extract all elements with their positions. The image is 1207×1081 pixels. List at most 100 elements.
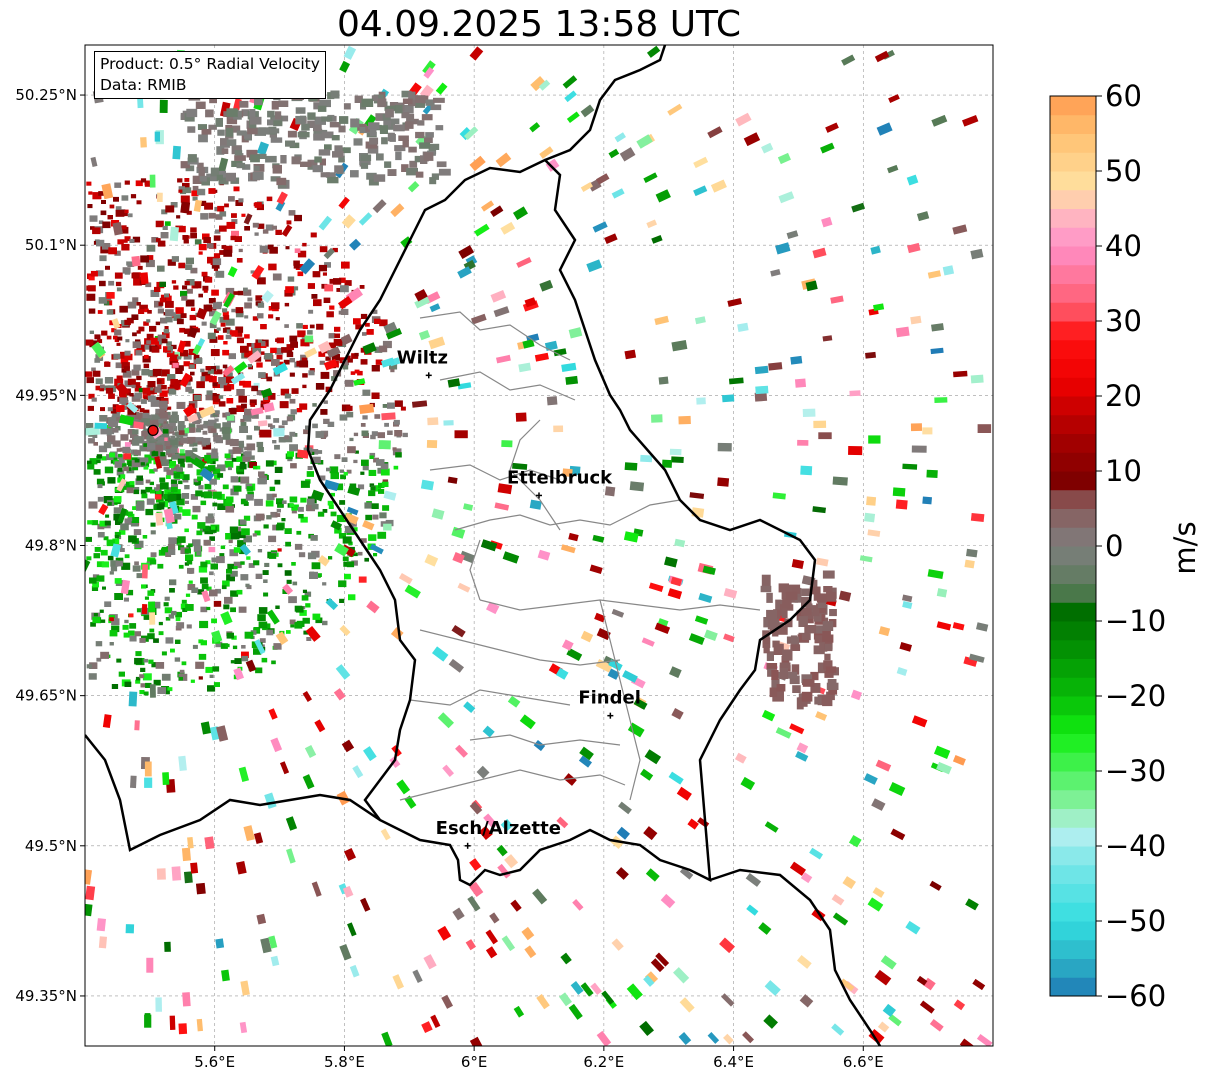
colorbar-label: m/s bbox=[1168, 521, 1202, 574]
city-marker: Findel bbox=[578, 688, 641, 719]
y-tick-label: 50.1°N bbox=[25, 236, 77, 254]
colorbar-segment bbox=[1050, 864, 1096, 884]
colorbar-segment bbox=[1050, 883, 1096, 903]
y-tick-label: 49.65°N bbox=[15, 687, 77, 705]
colorbar-segment bbox=[1050, 789, 1096, 809]
product-info-box: Product: 0.5° Radial Velocity Data: RMIB bbox=[94, 51, 326, 99]
colorbar-segment bbox=[1050, 733, 1096, 753]
colorbar-tick-label: 60 bbox=[1105, 79, 1142, 113]
colorbar-segment bbox=[1050, 902, 1096, 922]
data-source-text: Data: RMIB bbox=[100, 76, 187, 94]
colorbar-segment bbox=[1050, 377, 1096, 397]
colorbar-tick-label: −10 bbox=[1105, 604, 1166, 638]
y-tick-label: 50.25°N bbox=[15, 86, 77, 104]
colorbar-tick-label: −20 bbox=[1105, 679, 1166, 713]
city-marker: Wiltz bbox=[397, 347, 448, 379]
colorbar-segment bbox=[1050, 246, 1096, 266]
city-markers: Wiltz Ettelbruck Findel Esch/Alzette bbox=[397, 347, 641, 849]
country-border-luxembourg bbox=[306, 158, 817, 887]
colorbar-segment bbox=[1050, 489, 1096, 509]
colorbar-tick-label: 20 bbox=[1105, 379, 1142, 413]
x-tick-label: 6.2°E bbox=[583, 1053, 624, 1071]
colorbar-segment bbox=[1050, 977, 1096, 997]
colorbar-segment bbox=[1050, 133, 1096, 153]
colorbar-segment bbox=[1050, 696, 1096, 716]
colorbar-segment bbox=[1050, 302, 1096, 322]
colorbar-segment bbox=[1050, 264, 1096, 284]
city-label: Wiltz bbox=[397, 347, 448, 368]
colorbar-segment bbox=[1050, 771, 1096, 791]
canton-borders bbox=[399, 311, 761, 801]
colorbar-segment bbox=[1050, 658, 1096, 678]
y-tick-label: 49.5°N bbox=[25, 837, 77, 855]
colorbar-tick-label: 50 bbox=[1105, 154, 1142, 188]
map-title: 04.09.2025 13:58 UTC bbox=[336, 4, 742, 45]
y-tick-label: 49.35°N bbox=[15, 987, 77, 1005]
colorbar-tick-label: 10 bbox=[1105, 454, 1142, 488]
colorbar-segment bbox=[1050, 321, 1096, 341]
colorbar-tick-label: 40 bbox=[1105, 229, 1142, 263]
colorbar-segment bbox=[1050, 283, 1096, 303]
country-border-germany-france bbox=[709, 868, 882, 1046]
x-tick-label: 6°E bbox=[461, 1053, 488, 1071]
colorbar-segment bbox=[1050, 827, 1096, 847]
colorbar-segment bbox=[1050, 752, 1096, 772]
country-border-belgium-france bbox=[85, 734, 381, 852]
colorbar-segment bbox=[1050, 189, 1096, 209]
colorbar-tick-label: −50 bbox=[1105, 904, 1166, 938]
x-tick-label: 5.8°E bbox=[324, 1053, 365, 1071]
city-label: Esch/Alzette bbox=[436, 818, 561, 839]
x-tick-label: 6.6°E bbox=[843, 1053, 884, 1071]
colorbar-segment bbox=[1050, 921, 1096, 941]
colorbar-segment bbox=[1050, 396, 1096, 416]
product-text: Product: 0.5° Radial Velocity bbox=[100, 55, 320, 73]
x-axis-ticks: 5.6°E 5.8°E 6°E 6.2°E 6.4°E 6.6°E bbox=[194, 1046, 884, 1071]
colorbar-segment bbox=[1050, 564, 1096, 584]
colorbar-segment bbox=[1050, 583, 1096, 603]
colorbar-segment bbox=[1050, 602, 1096, 622]
colorbar-segment bbox=[1050, 846, 1096, 866]
map-area: Wiltz Ettelbruck Findel Esch/Alzette bbox=[85, 45, 993, 1046]
colorbar-segment bbox=[1050, 171, 1096, 191]
colorbar: 60 50 40 30 20 10 0 −10 −20 −30 −40 −50 −60 bbox=[1049, 79, 1166, 1013]
colorbar-segment bbox=[1050, 939, 1096, 959]
colorbar-tick-label: −60 bbox=[1105, 979, 1166, 1013]
city-label: Ettelbruck bbox=[507, 467, 613, 488]
colorbar-segment bbox=[1050, 227, 1096, 247]
city-marker: Ettelbruck bbox=[507, 467, 613, 499]
colorbar-segment bbox=[1050, 152, 1096, 172]
colorbar-segment bbox=[1050, 114, 1096, 134]
city-marker: Esch/Alzette bbox=[436, 818, 561, 849]
colorbar-segment bbox=[1050, 208, 1096, 228]
colorbar-segment bbox=[1050, 508, 1096, 528]
colorbar-segment bbox=[1050, 677, 1096, 697]
colorbar-segment bbox=[1050, 471, 1096, 491]
y-tick-label: 49.8°N bbox=[25, 537, 77, 555]
colorbar-segment bbox=[1050, 808, 1096, 828]
colorbar-segment bbox=[1050, 358, 1096, 378]
x-tick-label: 5.6°E bbox=[194, 1053, 235, 1071]
radar-site-marker bbox=[147, 424, 159, 436]
colorbar-tick-label: 30 bbox=[1105, 304, 1142, 338]
colorbar-segment bbox=[1050, 414, 1096, 434]
borders bbox=[85, 45, 882, 1046]
colorbar-tick-label: 0 bbox=[1105, 529, 1123, 563]
colorbar-segment bbox=[1050, 96, 1096, 116]
colorbar-segment bbox=[1050, 621, 1096, 641]
colorbar-segment bbox=[1050, 639, 1096, 659]
y-axis-ticks: 49.35°N 49.5°N 49.65°N 49.8°N 49.95°N 50.1°N 5… bbox=[15, 86, 85, 1005]
colorbar-segment bbox=[1050, 958, 1096, 978]
colorbar-segment bbox=[1050, 527, 1096, 547]
colorbar-segment bbox=[1050, 433, 1096, 453]
city-label: Findel bbox=[578, 688, 641, 709]
y-tick-label: 49.95°N bbox=[15, 386, 77, 404]
colorbar-tick-label: −40 bbox=[1105, 829, 1166, 863]
colorbar-segment bbox=[1050, 452, 1096, 472]
country-border-belgium-germany bbox=[544, 45, 667, 162]
colorbar-segment bbox=[1050, 546, 1096, 566]
colorbar-segment bbox=[1050, 714, 1096, 734]
x-tick-label: 6.4°E bbox=[713, 1053, 754, 1071]
colorbar-segment bbox=[1050, 339, 1096, 359]
colorbar-tick-label: −30 bbox=[1105, 754, 1166, 788]
